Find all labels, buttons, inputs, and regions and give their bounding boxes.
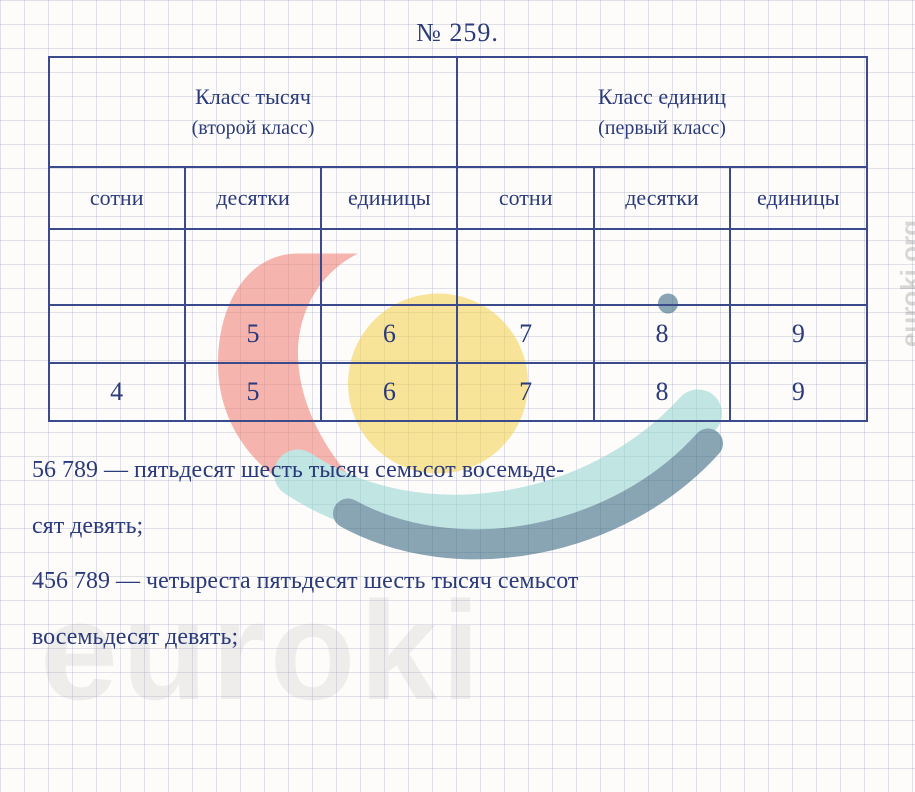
table-cell: 9 (730, 305, 866, 363)
table-cell (185, 229, 321, 305)
col-header: десятки (594, 167, 730, 229)
col-header: десятки (185, 167, 321, 229)
answer-line: 56 789 — пятьдесят шесть тысяч семьсот в… (32, 448, 883, 494)
answer-line: сят девять; (32, 504, 883, 550)
group-header-line1: Класс тысяч (195, 84, 311, 109)
group-header-thousands: Класс тысяч (второй класс) (49, 57, 458, 167)
table-row: 4 5 6 7 8 9 (49, 363, 867, 421)
col-header: сотни (457, 167, 593, 229)
group-header-line1: Класс единиц (598, 84, 726, 109)
table-cell: 6 (321, 363, 457, 421)
place-value-table: Класс тысяч (второй класс) Класс единиц … (48, 56, 868, 422)
table-cell (594, 229, 730, 305)
exercise-number: № 259. (24, 18, 891, 48)
col-header: единицы (730, 167, 866, 229)
table-sub-header-row: сотни десятки единицы сотни десятки един… (49, 167, 867, 229)
group-header-line2: (второй класс) (192, 117, 315, 139)
table-cell: 8 (594, 305, 730, 363)
col-header: сотни (49, 167, 185, 229)
table-cell: 6 (321, 305, 457, 363)
table-cell: 5 (185, 305, 321, 363)
table-row: 5 6 7 8 9 (49, 305, 867, 363)
answer-line: восемьдесят девять; (32, 615, 883, 661)
table-cell: 7 (457, 305, 593, 363)
table-cell (321, 229, 457, 305)
col-header: единицы (321, 167, 457, 229)
group-header-units: Класс единиц (первый класс) (457, 57, 866, 167)
table-cell: 7 (457, 363, 593, 421)
table-cell: 9 (730, 363, 866, 421)
table-cell (49, 229, 185, 305)
table-cell: 5 (185, 363, 321, 421)
table-cell: 4 (49, 363, 185, 421)
group-header-line2: (первый класс) (598, 117, 726, 139)
table-cell (457, 229, 593, 305)
table-cell (49, 305, 185, 363)
table-group-header-row: Класс тысяч (второй класс) Класс единиц … (49, 57, 867, 167)
table-cell (730, 229, 866, 305)
page-content: № 259. Класс тысяч (второй класс) Класс … (0, 0, 915, 792)
answer-line: 456 789 — четыреста пятьдесят шесть тыся… (32, 559, 883, 605)
table-cell: 8 (594, 363, 730, 421)
written-answers: 56 789 — пятьдесят шесть тысяч семьсот в… (24, 448, 891, 660)
table-row (49, 229, 867, 305)
